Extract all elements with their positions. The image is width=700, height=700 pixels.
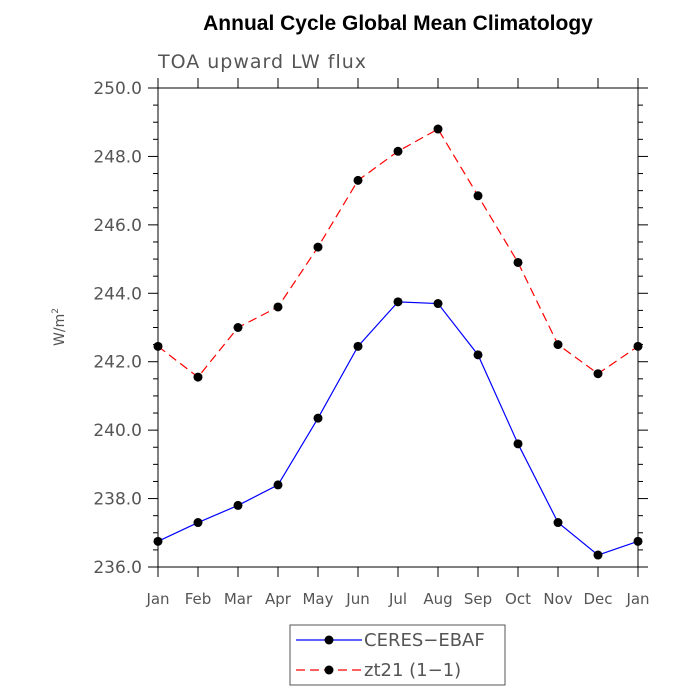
y-tick-label: 242.0 [93,353,142,373]
series-1-point [513,257,523,267]
series-line-0 [157,301,639,556]
series-0-point [273,480,283,490]
series-0-point [473,350,483,360]
series-1-point [393,146,403,156]
legend-marker-0 [324,635,334,645]
series-1-point [473,191,483,201]
y-tick-label: 250.0 [93,79,142,99]
series-0-point [233,500,243,510]
x-axis: Jan Feb Mar Apr May Jun Jul Aug Sep Oct Nov Dec Jan [145,78,650,608]
x-tick-label: Apr [265,590,292,608]
series-1-point [633,341,643,351]
y-tick-label: 244.0 [93,284,142,304]
series-1-point [593,369,603,379]
series-line-1 [157,128,639,378]
series-0-point [553,518,563,528]
legend-label-1: zt21 (1−1) [364,660,461,681]
y-tick-label: 240.0 [93,421,142,441]
legend-marker-1 [324,665,334,675]
x-tick-label: Sep [464,590,492,608]
series-1-point [553,340,563,350]
series-0-point [153,536,163,546]
y-tick-label: 248.0 [93,147,142,167]
legend-label-0: CERES−EBAF [364,630,485,651]
series-0-point [193,518,203,528]
y-axis: 236.0 238.0 240.0 242.0 244.0 246.0 248.0 250.0 [93,79,648,578]
x-tick-label: Dec [583,590,612,608]
series-0-point [633,536,643,546]
series-1-point [433,124,443,134]
y-axis-label-base: W/m [52,314,68,346]
y-tick-label: 246.0 [93,216,142,236]
y-axis-label: W/m2 [51,308,68,346]
series-0-point [433,299,443,309]
series-0-point [593,550,603,560]
x-tick-label: Jun [345,590,369,608]
x-tick-label: Aug [423,590,452,608]
chart-subtitle: TOA upward LW flux [157,51,367,73]
x-tick-label: May [302,590,333,608]
series-0-point [513,439,523,449]
y-tick-label: 236.0 [93,558,142,578]
y-tick-label: 238.0 [93,490,142,510]
x-tick-label: Feb [185,590,212,608]
legend: CERES−EBAF zt21 (1−1) [289,624,506,686]
series-1-point [273,302,283,312]
series-group [153,124,643,560]
x-tick-label: Mar [224,590,253,608]
legend-box [289,624,506,686]
series-0-point [353,341,363,351]
series-1-point [353,175,363,185]
series-1-point [313,242,323,252]
x-tick-label: Jan [625,590,649,608]
chart-title: Annual Cycle Global Mean Climatology [203,12,593,35]
plot-frame [157,87,639,568]
series-1-point [233,323,243,332]
x-tick-label: Jan [145,590,169,608]
series-0-point [313,413,323,423]
x-tick-label: Oct [505,590,531,608]
series-0-point [393,297,403,307]
x-tick-label: Nov [543,590,572,608]
y-axis-label-superscript: 2 [51,308,61,314]
x-tick-label: Jul [388,590,407,608]
series-1-point [153,341,163,351]
series-1-point [193,372,203,382]
